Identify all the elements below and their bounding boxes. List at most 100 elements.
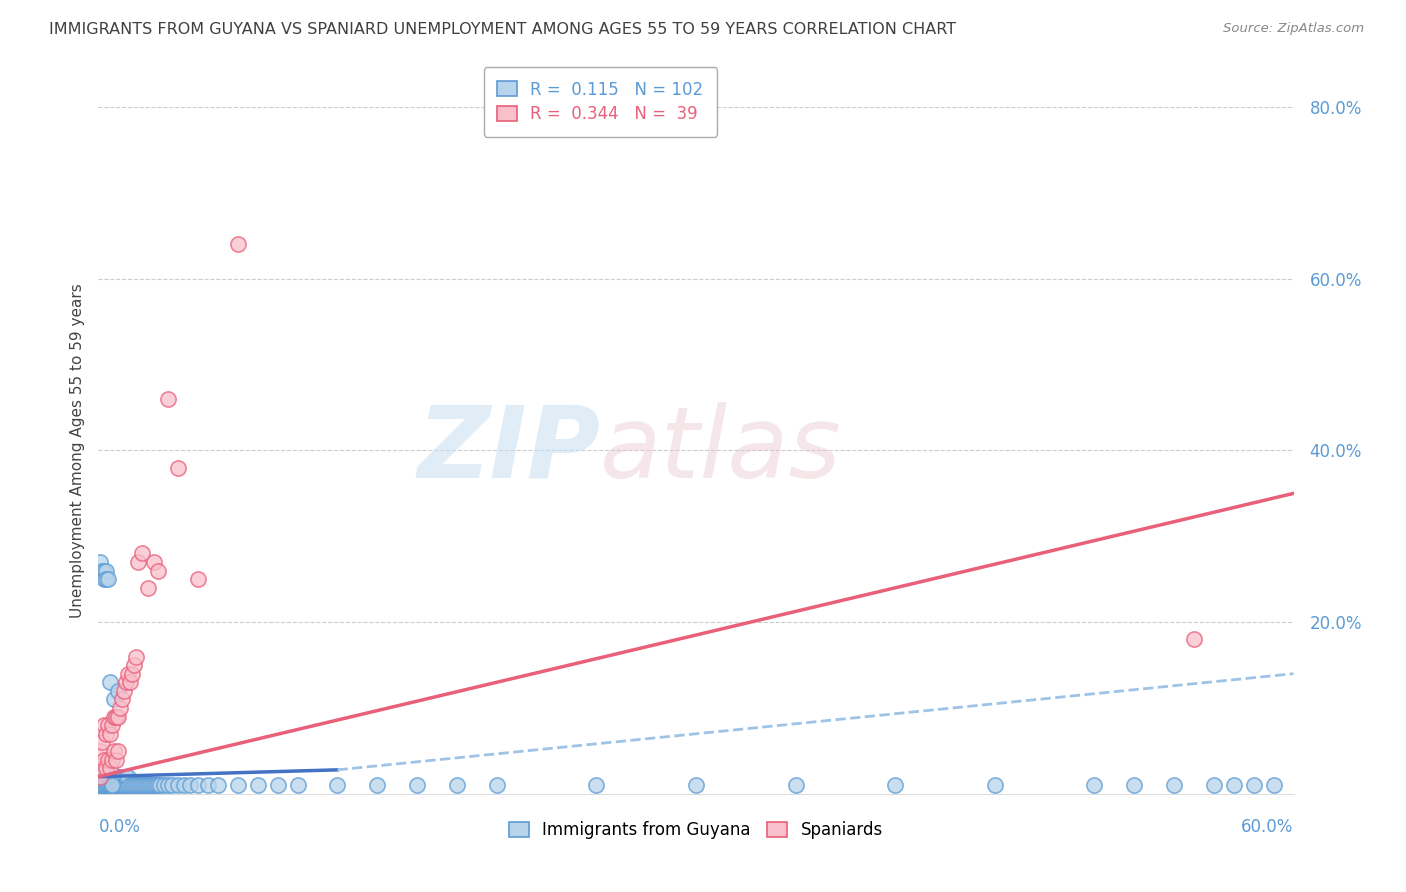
Point [96,761,118,775]
Point [167,460,190,475]
Point [143,555,166,569]
Point [1163,778,1185,792]
Point [157,392,180,406]
Point [89,744,111,758]
Text: atlas: atlas [600,402,842,499]
Point [984,778,1007,792]
Point [226,237,249,252]
Point [125,649,148,664]
Point [127,555,149,569]
Point [111,770,134,784]
Point [96,770,118,784]
Point [136,778,159,792]
Point [103,692,125,706]
Point [103,744,125,758]
Point [101,770,124,784]
Point [101,718,124,732]
Point [1202,778,1225,792]
Point [96,572,118,586]
Point [121,778,143,792]
Point [97,718,120,732]
Point [103,778,125,792]
Point [98,770,122,784]
Point [93,718,115,732]
Point [93,564,115,578]
Point [111,778,134,792]
Point [115,770,138,784]
Point [91,735,114,749]
Point [98,778,122,792]
Point [136,581,159,595]
Point [1182,632,1205,647]
Point [96,778,118,792]
Point [91,761,114,775]
Point [141,778,163,792]
Point [105,709,128,723]
Point [326,778,349,792]
Point [105,709,128,723]
Point [110,770,132,784]
Point [160,778,183,792]
Point [89,770,111,784]
Point [97,778,120,792]
Point [91,778,114,792]
Point [101,778,124,792]
Point [135,778,157,792]
Point [685,778,707,792]
Point [153,778,176,792]
Point [127,778,149,792]
Point [103,709,125,723]
Point [143,778,166,792]
Point [107,709,129,723]
Point [101,753,124,767]
Point [107,683,129,698]
Point [121,666,143,681]
Point [157,778,180,792]
Point [105,770,128,784]
Point [585,778,607,792]
Point [103,770,125,784]
Point [93,778,115,792]
Point [1243,778,1265,792]
Point [1223,778,1246,792]
Point [173,778,195,792]
Point [117,770,139,784]
Point [179,778,201,792]
Point [134,778,156,792]
Point [148,564,170,578]
Point [1083,778,1105,792]
Point [96,727,118,741]
Point [96,564,118,578]
Text: 0.0%: 0.0% [98,818,141,836]
Point [1123,778,1146,792]
Point [446,778,468,792]
Point [226,778,249,792]
Point [117,778,139,792]
Y-axis label: Unemployment Among Ages 55 to 59 years: Unemployment Among Ages 55 to 59 years [69,283,84,618]
Point [93,770,115,784]
Point [93,753,115,767]
Point [98,761,122,775]
Point [97,778,120,792]
Point [89,770,111,784]
Point [105,753,128,767]
Point [97,753,120,767]
Point [110,701,132,715]
Point [93,761,115,775]
Point [117,666,139,681]
Point [91,761,114,775]
Point [89,555,111,569]
Legend: Immigrants from Guyana, Spaniards: Immigrants from Guyana, Spaniards [501,813,891,847]
Point [207,778,229,792]
Point [366,778,388,792]
Point [101,778,124,792]
Point [98,778,122,792]
Point [107,744,129,758]
Point [89,778,111,792]
Point [89,778,111,792]
Point [115,778,138,792]
Point [93,778,115,792]
Point [124,658,146,673]
Text: ZIP: ZIP [418,402,600,499]
Point [145,778,167,792]
